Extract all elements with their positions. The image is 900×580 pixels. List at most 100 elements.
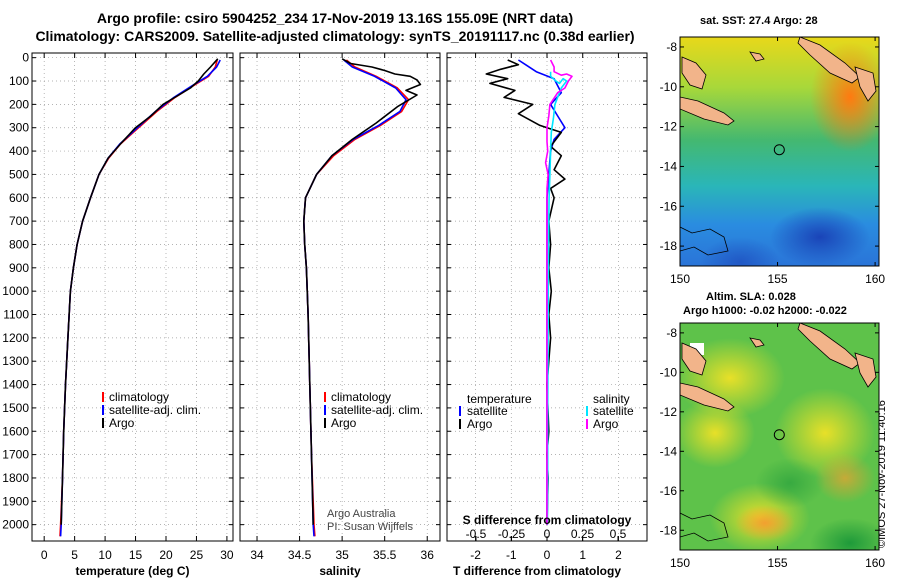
- series-line: [302, 59, 407, 537]
- sla-low-patch: [755, 458, 825, 508]
- y-tick-label: 500: [9, 167, 29, 181]
- x-tick-label: 150: [670, 272, 690, 286]
- series-line: [60, 58, 219, 525]
- land-shape: [681, 342, 707, 376]
- y-tick-label: -18: [660, 523, 678, 537]
- y-tick-label: 700: [9, 214, 29, 228]
- x-tick-label: 34: [250, 548, 264, 562]
- x-tick-label: 25: [190, 548, 204, 562]
- y-tick-label: 200: [9, 97, 29, 111]
- sla-map-field: [680, 323, 879, 550]
- x-tick-label: 2: [615, 548, 622, 562]
- x-axis-label: T difference from climatology: [453, 564, 621, 578]
- sla-low-patch: [810, 518, 879, 550]
- y-tick-label: 400: [9, 144, 29, 158]
- y-tick-label: 100: [9, 74, 29, 88]
- secondary-x-tick-label: -0.25: [498, 527, 526, 541]
- x-tick-label: 155: [768, 556, 788, 570]
- legend-label: satellite: [593, 404, 634, 418]
- land-shape: [681, 56, 707, 90]
- chart-title-line2: Climatology: CARS2009. Satellite-adjuste…: [35, 28, 635, 44]
- credit-line2: PI: Susan Wijffels: [327, 521, 413, 533]
- sla-map-title: Altim. SLA: 0.028: [706, 291, 796, 303]
- y-tick-label: -10: [660, 80, 678, 94]
- x-tick-label: 34.5: [288, 548, 312, 562]
- y-tick-label: 1500: [2, 401, 29, 415]
- land-shape: [749, 337, 765, 348]
- legend-label: satellite-adj. clim.: [109, 403, 201, 417]
- legend-label: Argo: [331, 416, 357, 430]
- y-tick-label: 800: [9, 237, 29, 251]
- y-tick-label: 1100: [3, 308, 29, 322]
- land-shape: [749, 51, 765, 62]
- series-line: [302, 58, 422, 525]
- temperature-series: [59, 58, 221, 537]
- y-tick-label: -14: [660, 444, 678, 458]
- legend-label: Argo: [593, 417, 619, 431]
- legend-title: salinity: [593, 392, 630, 406]
- y-tick-label: 1000: [2, 284, 29, 298]
- series-line: [485, 59, 566, 525]
- y-tick-label: -16: [660, 484, 678, 498]
- sla-peak-patch: [815, 453, 875, 503]
- secondary-x-tick-label: 0.5: [610, 527, 627, 541]
- y-tick-label: 1300: [2, 354, 29, 368]
- y-tick-label: 1200: [2, 331, 29, 345]
- sst-map-title: sat. SST: 27.4 Argo: 28: [700, 15, 818, 27]
- x-tick-label: 150: [670, 556, 690, 570]
- x-tick-label: 15: [129, 548, 143, 562]
- sst-cold-patch: [770, 207, 870, 266]
- x-tick-label: 1: [579, 548, 586, 562]
- legend-label: Argo: [109, 416, 135, 430]
- x-tick-label: 5: [71, 548, 78, 562]
- sst-cold-patch: [700, 237, 780, 266]
- x-tick-label: 160: [865, 272, 885, 286]
- sst-map-frame: [679, 36, 880, 267]
- temperature-frame: [31, 52, 234, 542]
- series-line: [546, 71, 568, 525]
- y-tick-label: -8: [666, 326, 677, 340]
- x-tick-label: -2: [470, 548, 481, 562]
- credit-line1: Argo Australia: [327, 508, 396, 520]
- x-tick-label: 155: [768, 272, 788, 286]
- y-tick-label: -12: [660, 405, 678, 419]
- panel-salinity: 34 34.5 35 35.5 36 salinity: [239, 52, 441, 578]
- float-position-marker: [773, 144, 785, 156]
- x-tick-label: 10: [98, 548, 112, 562]
- y-tick-label: 900: [9, 261, 29, 275]
- float-position-marker: [773, 429, 785, 441]
- x-tick-label: 0: [544, 548, 551, 562]
- land-shape: [797, 323, 861, 370]
- x-tick-label: 36: [421, 548, 435, 562]
- x-tick-label: 35: [335, 548, 349, 562]
- y-tick-label: -8: [666, 40, 677, 54]
- y-tick-label: 600: [9, 191, 29, 205]
- x-tick-label: 0: [41, 548, 48, 562]
- sla-map: -8 -10 -12 -14 -16 -18 150 155 160: [660, 322, 885, 570]
- legend-label: climatology: [331, 390, 391, 404]
- series-line: [59, 59, 218, 537]
- land-shape: [854, 66, 877, 102]
- x-tick-label: 30: [220, 548, 234, 562]
- y-tick-label: 0: [22, 51, 29, 65]
- coastline: [680, 512, 729, 542]
- y-tick-label: 1800: [2, 471, 29, 485]
- salinity-series: [302, 58, 422, 537]
- sla-peak-patch: [735, 505, 795, 541]
- y-tick-label: 1400: [2, 378, 29, 392]
- secondary-x-tick-label: -0.5: [466, 527, 487, 541]
- x-tick-label: 35.5: [373, 548, 397, 562]
- y-tick-label: 300: [9, 121, 29, 135]
- legend-label: climatology: [109, 390, 169, 404]
- difference-series: [485, 59, 573, 525]
- land-shape: [854, 352, 877, 388]
- sla-map-frame: [679, 322, 880, 551]
- y-tick-label: -10: [660, 365, 678, 379]
- series-line: [302, 59, 410, 537]
- coastline: [830, 280, 860, 287]
- sla-map-subtitle: Argo h1000: -0.02 h2000: -0.022: [683, 305, 847, 317]
- x-tick-label: -1: [506, 548, 517, 562]
- y-tick-label: -18: [660, 239, 678, 253]
- legend-title: temperature: [467, 392, 532, 406]
- land-shape: [797, 37, 861, 84]
